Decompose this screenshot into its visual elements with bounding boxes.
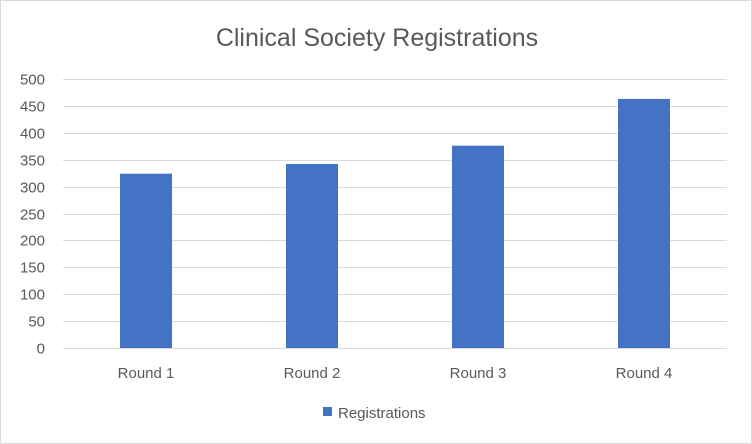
y-tick-label: 150 (20, 260, 45, 277)
y-tick-label: 400 (20, 126, 45, 143)
y-tick-label: 50 (28, 314, 45, 331)
bar-round-4 (618, 98, 670, 348)
x-tick-label: Round 3 (450, 365, 507, 382)
legend-label: Registrations (338, 405, 426, 422)
chart-title: Clinical Society Registrations (216, 24, 538, 52)
y-tick-label: 350 (20, 153, 45, 170)
x-tick-label: Round 1 (118, 365, 175, 382)
y-axis-ticks: 0 50 100 150 200 250 300 350 400 450 500 (20, 72, 45, 358)
y-tick-label: 200 (20, 233, 45, 250)
x-tick-label: Round 2 (284, 365, 341, 382)
y-tick-label: 450 (20, 99, 45, 116)
y-tick-label: 0 (37, 341, 45, 358)
gridlines (63, 79, 727, 349)
bar-round-3 (452, 145, 504, 348)
x-axis-ticks: Round 1 Round 2 Round 3 Round 4 (118, 365, 673, 382)
legend: Registrations (323, 405, 426, 422)
y-tick-label: 500 (20, 72, 45, 89)
bar-round-1 (120, 173, 172, 348)
y-tick-label: 250 (20, 207, 45, 224)
legend-swatch (323, 407, 332, 416)
bar-round-2 (286, 164, 338, 348)
x-tick-label: Round 4 (616, 365, 673, 382)
y-tick-label: 300 (20, 180, 45, 197)
y-tick-label: 100 (20, 287, 45, 304)
bars (120, 98, 670, 348)
